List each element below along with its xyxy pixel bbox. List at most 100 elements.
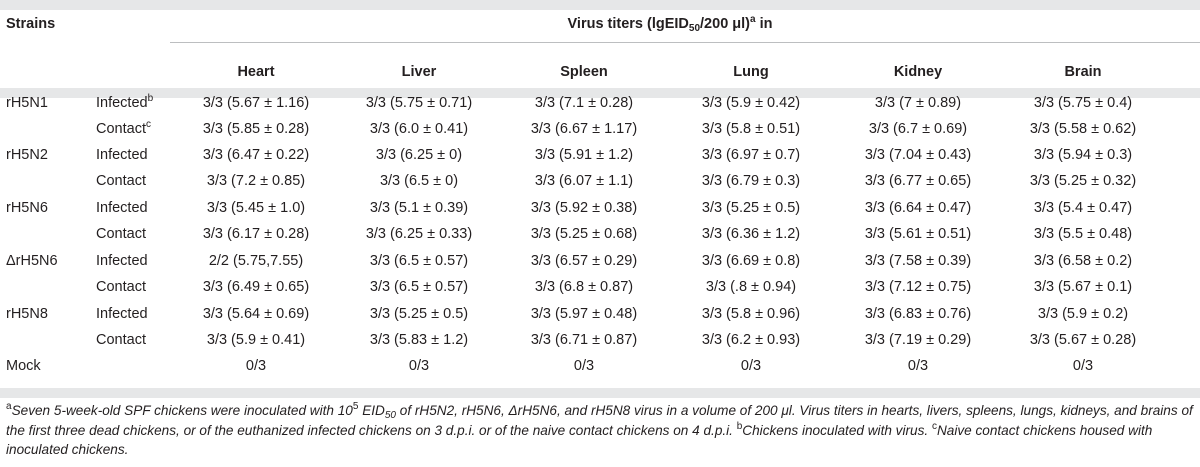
- titer-cell: 3/3 (5.45 ± 1.0): [206, 200, 306, 216]
- titer-cell: 3/3 (7.19 ± 0.29): [864, 332, 972, 348]
- titer-cell: 3/3 (5.8 ± 0.96): [701, 306, 801, 322]
- titer-cell: 3/3 (6.64 ± 0.47): [864, 200, 972, 216]
- strains-header: Strains: [6, 16, 56, 32]
- titer-cell: 3/3 (7.04 ± 0.43): [864, 147, 972, 163]
- titer-cell: 3/3 (5.67 ± 1.16): [202, 95, 310, 111]
- titer-cell: 3/3 (5.9 ± 0.2): [1037, 306, 1129, 322]
- titer-cell: 3/3 (6.97 ± 0.7): [701, 147, 801, 163]
- group-cell: Infected: [96, 253, 148, 270]
- titer-cell: 3/3 (5.9 ± 0.42): [701, 95, 801, 111]
- group-cell: Contact: [96, 279, 146, 296]
- titer-cell: 3/3 (6.17 ± 0.28): [202, 226, 310, 242]
- titer-cell: 3/3 (5.64 ± 0.69): [202, 306, 310, 322]
- group-cell: Infected: [96, 147, 148, 164]
- header-bottom-rule: [0, 88, 1200, 98]
- column-header: Heart: [237, 64, 275, 80]
- table-top-rule: [0, 0, 1200, 10]
- titer-cell: 3/3 (5.25 ± 0.68): [530, 226, 638, 242]
- group-label: Contact: [96, 279, 146, 295]
- strain-cell: ΔrH5N6: [6, 253, 58, 269]
- group-footnote-mark: b: [147, 93, 154, 104]
- titer-cell: 3/3 (5.85 ± 0.28): [202, 121, 310, 137]
- group-label: Infected: [96, 306, 148, 322]
- titer-cell: 3/3 (5.5 ± 0.48): [1033, 226, 1133, 242]
- titer-cell: 3/3 (5.25 ± 0.5): [369, 306, 469, 322]
- titer-cell: 3/3 (6.69 ± 0.8): [701, 253, 801, 269]
- titer-cell: 3/3 (5.83 ± 1.2): [369, 332, 469, 348]
- titer-cell: 3/3 (6.2 ± 0.93): [701, 332, 801, 348]
- titer-cell: 3/3 (6.83 ± 0.76): [864, 306, 972, 322]
- strain-cell: rH5N2: [6, 147, 48, 163]
- group-label: Infected: [96, 253, 148, 269]
- titer-cell: 3/3 (5.61 ± 0.51): [864, 226, 972, 242]
- titer-cell: 3/3 (5.58 ± 0.62): [1029, 121, 1137, 137]
- titer-cell: 0/3: [245, 358, 267, 374]
- titer-cell: 3/3 (.8 ± 0.94): [705, 279, 797, 295]
- group-label: Infected: [96, 147, 148, 163]
- titer-cell: 3/3 (5.25 ± 0.32): [1029, 173, 1137, 189]
- column-header: Brain: [1064, 64, 1102, 80]
- titer-cell: 3/3 (5.91 ± 1.2): [534, 147, 634, 163]
- titer-cell: 3/3 (5.75 ± 0.71): [365, 95, 473, 111]
- titer-cell: 0/3: [907, 358, 929, 374]
- group-label: Contact: [96, 173, 146, 189]
- titer-cell: 0/3: [1072, 358, 1094, 374]
- titer-cell: 3/3 (5.1 ± 0.39): [369, 200, 469, 216]
- group-footnote-mark: c: [145, 119, 151, 130]
- virus-titers-header: Virus titers (lgEID50/200 μl)a in: [567, 14, 773, 34]
- titer-cell: 3/3 (6.5 ± 0.57): [369, 253, 469, 269]
- strain-cell: rH5N6: [6, 200, 48, 216]
- titer-cell: 3/3 (6.57 ± 0.29): [530, 253, 638, 269]
- group-cell: Contact: [96, 332, 146, 349]
- titer-cell: 3/3 (7.58 ± 0.39): [864, 253, 972, 269]
- strain-cell: Mock: [6, 358, 41, 374]
- titer-cell: 3/3 (7.1 ± 0.28): [534, 95, 634, 111]
- titer-cell: 3/3 (5.67 ± 0.1): [1033, 279, 1133, 295]
- titer-cell: 3/3 (6.0 ± 0.41): [369, 121, 469, 137]
- group-label: Contact: [96, 332, 146, 348]
- group-cell: Contactc: [96, 119, 151, 138]
- titer-cell: 3/3 (6.67 ± 1.17): [530, 121, 638, 137]
- titer-cell: 3/3 (6.5 ± 0.57): [369, 279, 469, 295]
- header-subrule: [170, 42, 1200, 43]
- titer-cell: 3/3 (5.97 ± 0.48): [530, 306, 638, 322]
- group-cell: Contact: [96, 173, 146, 190]
- titer-cell: 3/3 (6.47 ± 0.22): [202, 147, 310, 163]
- titer-cell: 3/3 (5.94 ± 0.3): [1033, 147, 1133, 163]
- column-header: Spleen: [560, 64, 608, 80]
- group-label: Infected: [96, 95, 148, 111]
- titer-cell: 3/3 (5.4 ± 0.47): [1033, 200, 1133, 216]
- titer-cell: 3/3 (5.9 ± 0.41): [206, 332, 306, 348]
- column-header: Lung: [733, 64, 769, 80]
- titer-cell: 0/3: [740, 358, 762, 374]
- titer-cell: 3/3 (6.5 ± 0): [379, 173, 459, 189]
- group-cell: Infectedb: [96, 93, 154, 112]
- titer-cell: 0/3: [408, 358, 430, 374]
- group-cell: Contact: [96, 226, 146, 243]
- group-label: Contact: [96, 226, 146, 242]
- strain-cell: rH5N1: [6, 95, 48, 111]
- titer-cell: 3/3 (6.7 ± 0.69): [868, 121, 968, 137]
- titer-cell: 3/3 (6.25 ± 0): [375, 147, 463, 163]
- titer-cell: 3/3 (7.2 ± 0.85): [206, 173, 306, 189]
- group-label: Infected: [96, 200, 148, 216]
- column-header: Kidney: [893, 64, 943, 80]
- titer-cell: 3/3 (6.71 ± 0.87): [530, 332, 638, 348]
- titer-cell: 0/3: [573, 358, 595, 374]
- column-header: Liver: [401, 64, 437, 80]
- titer-cell: 3/3 (7.12 ± 0.75): [864, 279, 972, 295]
- titer-cell: 3/3 (6.49 ± 0.65): [202, 279, 310, 295]
- group-cell: Infected: [96, 306, 148, 323]
- titer-cell: 3/3 (6.36 ± 1.2): [701, 226, 801, 242]
- titer-cell: 3/3 (7 ± 0.89): [874, 95, 962, 111]
- titer-cell: 3/3 (6.07 ± 1.1): [534, 173, 634, 189]
- group-cell: Infected: [96, 200, 148, 217]
- titer-cell: 3/3 (6.58 ± 0.2): [1033, 253, 1133, 269]
- titer-cell: 3/3 (6.25 ± 0.33): [365, 226, 473, 242]
- titer-cell: 3/3 (5.67 ± 0.28): [1029, 332, 1137, 348]
- titer-cell: 3/3 (5.25 ± 0.5): [701, 200, 801, 216]
- titer-cell: 2/2 (5.75,7.55): [208, 253, 304, 269]
- titer-cell: 3/3 (6.77 ± 0.65): [864, 173, 972, 189]
- table-bottom-rule: [0, 388, 1200, 398]
